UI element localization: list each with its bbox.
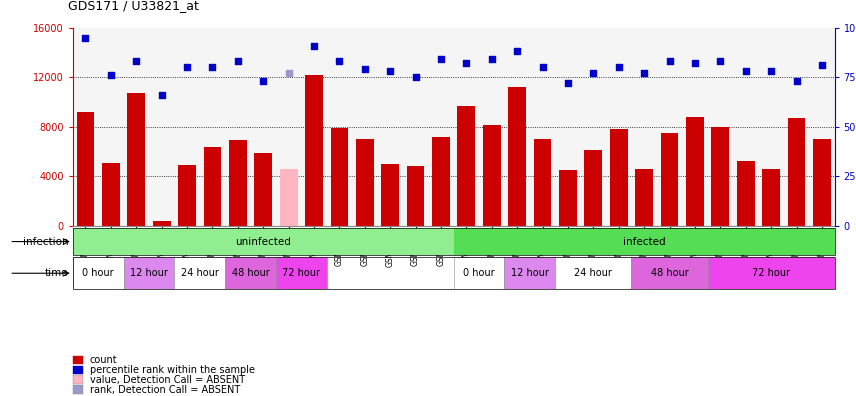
Text: infected: infected	[623, 236, 665, 247]
Text: 48 hour: 48 hour	[651, 268, 688, 278]
Point	[129, 58, 143, 65]
Text: infection: infection	[23, 236, 68, 247]
Text: rank, Detection Call = ABSENT: rank, Detection Call = ABSENT	[90, 385, 241, 395]
Bar	[788, 118, 805, 226]
Bar	[407, 166, 425, 226]
Text: uninfected: uninfected	[235, 236, 291, 247]
Point	[688, 60, 702, 67]
Text: value, Detection Call = ABSENT: value, Detection Call = ABSENT	[90, 375, 245, 385]
Point	[307, 42, 321, 49]
Bar	[102, 163, 120, 226]
Bar	[686, 117, 704, 226]
Bar	[661, 133, 679, 226]
Bar	[254, 153, 272, 226]
Point	[383, 68, 397, 74]
Text: 48 hour: 48 hour	[232, 268, 270, 278]
Bar	[381, 164, 399, 226]
Text: 0 hour: 0 hour	[82, 268, 114, 278]
Point	[155, 92, 169, 98]
Point	[586, 70, 600, 76]
Point	[789, 78, 803, 84]
Point	[764, 68, 778, 74]
Bar	[280, 169, 298, 226]
Bar	[533, 139, 551, 226]
Point	[282, 70, 295, 76]
Bar	[225, 257, 276, 289]
Bar	[73, 257, 123, 289]
Bar	[711, 127, 729, 226]
Bar	[454, 228, 835, 255]
Bar	[632, 257, 708, 289]
Point	[180, 64, 193, 70]
Point	[510, 48, 524, 55]
Point	[332, 58, 346, 65]
Point	[231, 58, 245, 65]
Text: 24 hour: 24 hour	[181, 268, 218, 278]
Text: count: count	[90, 355, 117, 365]
Point	[358, 66, 372, 72]
Point	[409, 74, 423, 80]
Bar	[708, 257, 835, 289]
Bar	[175, 257, 225, 289]
Bar	[123, 257, 175, 289]
Bar	[609, 129, 627, 226]
Text: time: time	[45, 268, 68, 278]
Point	[104, 72, 118, 78]
Point	[536, 64, 550, 70]
Bar	[559, 170, 577, 226]
Point	[714, 58, 728, 65]
Point	[637, 70, 651, 76]
Point	[561, 80, 574, 86]
Bar	[178, 165, 196, 226]
Bar	[737, 161, 755, 226]
Bar	[152, 221, 170, 226]
Text: 12 hour: 12 hour	[130, 268, 168, 278]
Bar	[762, 169, 780, 226]
Point	[434, 56, 448, 63]
Point	[79, 34, 92, 41]
Bar	[585, 150, 603, 226]
Bar	[483, 126, 501, 226]
Bar	[73, 228, 454, 255]
Bar	[457, 106, 475, 226]
Point	[739, 68, 752, 74]
Bar	[635, 169, 653, 226]
Point	[460, 60, 473, 67]
Bar	[508, 87, 526, 226]
Bar	[229, 140, 247, 226]
Text: percentile rank within the sample: percentile rank within the sample	[90, 365, 255, 375]
Text: 72 hour: 72 hour	[752, 268, 790, 278]
Point	[205, 64, 219, 70]
Text: 72 hour: 72 hour	[282, 268, 320, 278]
Text: GDS171 / U33821_at: GDS171 / U33821_at	[68, 0, 199, 12]
Text: 12 hour: 12 hour	[511, 268, 549, 278]
Bar	[504, 257, 556, 289]
Bar	[330, 128, 348, 226]
Point	[257, 78, 270, 84]
Bar	[556, 257, 632, 289]
Text: 24 hour: 24 hour	[574, 268, 612, 278]
Bar	[276, 257, 327, 289]
Bar	[305, 75, 323, 226]
Bar	[128, 93, 146, 226]
Point	[484, 56, 498, 63]
Bar	[76, 112, 94, 226]
Point	[815, 62, 829, 69]
Point	[612, 64, 626, 70]
Point	[663, 58, 676, 65]
Bar	[356, 139, 374, 226]
Text: 0 hour: 0 hour	[463, 268, 495, 278]
Bar	[432, 137, 450, 226]
Bar	[454, 257, 504, 289]
Bar	[813, 139, 831, 226]
Bar	[204, 147, 222, 226]
